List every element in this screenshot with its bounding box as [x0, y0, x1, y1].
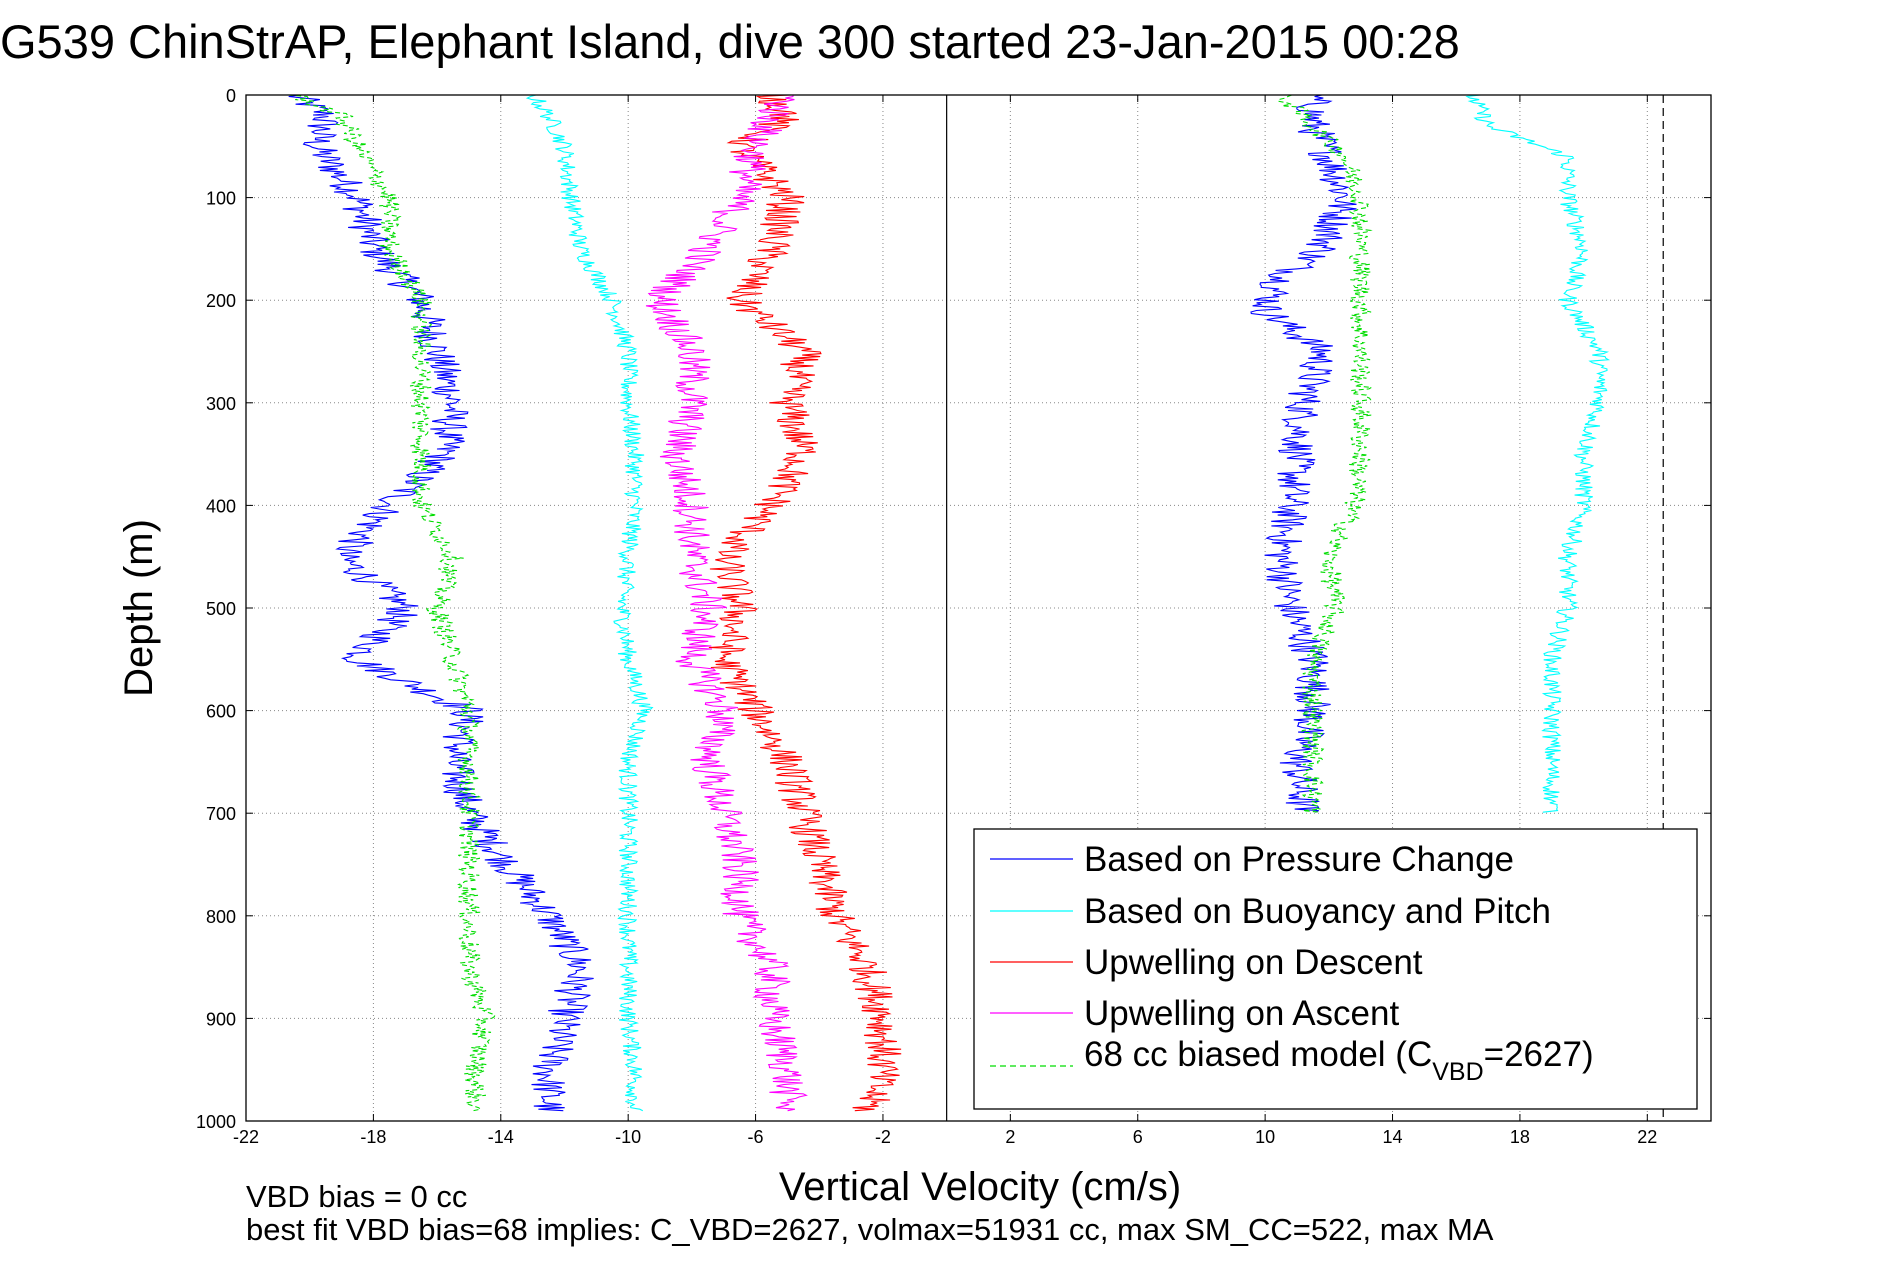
legend-label-buoyancy: Based on Buoyancy and Pitch [1084, 892, 1551, 931]
x-tick-label: -14 [488, 1127, 514, 1147]
y-tick-label: 500 [206, 599, 236, 619]
legend-label-biased-model-sub: VBD [1432, 1058, 1483, 1086]
series-line-4 [1465, 95, 1611, 813]
x-tick-label: -2 [875, 1127, 891, 1147]
series-line-3 [525, 95, 654, 1112]
series-line-6 [645, 95, 808, 1112]
legend-label-biased-model: 68 cc biased model (CVBD=2627) [1084, 1035, 1594, 1086]
x-tick-label: 10 [1255, 1127, 1275, 1147]
y-tick-label: 0 [226, 86, 236, 106]
legend-label-pressure: Based on Pressure Change [1084, 840, 1514, 879]
x-tick-label: 14 [1383, 1127, 1403, 1147]
x-tick-label: -22 [233, 1127, 259, 1147]
y-tick-label: 600 [206, 702, 236, 722]
grid [245, 94, 1711, 1122]
x-tick-label: 22 [1637, 1127, 1657, 1147]
y-tick-label: 100 [206, 189, 236, 209]
chart-title: G539 ChinStrAP, Elephant Island, dive 30… [0, 15, 1460, 68]
legend-label-upwelling-ascent: Upwelling on Ascent [1084, 994, 1399, 1033]
x-tick-label: -10 [615, 1127, 641, 1147]
y-tick-label: 400 [206, 496, 236, 516]
legend-label-biased-model-pre: 68 cc biased model (C [1084, 1035, 1432, 1074]
plot-frame [245, 94, 1712, 1122]
series-line-1 [288, 95, 594, 1112]
x-tick-labels: -22 -18 -14 -10 -6 -2 2 6 10 14 18 22 [233, 1127, 1657, 1147]
y-tick-label: 300 [206, 394, 236, 414]
y-tick-label: 200 [206, 291, 236, 311]
y-tick-label: 700 [206, 804, 236, 824]
series-line-8 [1277, 95, 1374, 813]
footer-line-1: VBD bias = 0 cc [246, 1179, 467, 1214]
series-line-2 [1250, 95, 1357, 813]
x-tick-label: -18 [360, 1127, 386, 1147]
legend-label-upwelling-descent: Upwelling on Descent [1084, 943, 1423, 982]
footer-line-2: best fit VBD bias=68 implies: C_VBD=2627… [246, 1212, 1494, 1247]
y-tick-label: 1000 [196, 1112, 236, 1132]
y-tick-labels: 0 100 200 300 400 500 600 700 800 900 1000 [196, 86, 236, 1132]
y-tick-label: 900 [206, 1009, 236, 1029]
x-tick-label: 18 [1510, 1127, 1530, 1147]
y-tick-label: 800 [206, 907, 236, 927]
legend-box [973, 828, 1698, 1110]
y-axis-label: Depth (m) [117, 519, 161, 697]
x-tick-label: -6 [748, 1127, 764, 1147]
x-tick-label: 6 [1133, 1127, 1143, 1147]
legend-label-biased-model-post: =2627) [1484, 1035, 1594, 1074]
series-line-5 [708, 95, 902, 1112]
reference-lines [946, 95, 1664, 1121]
legend: Based on Pressure Change Based on Buoyan… [973, 828, 1698, 1110]
series-line-7 [288, 95, 496, 1112]
x-axis-label: Vertical Velocity (cm/s) [779, 1165, 1181, 1209]
series-group [288, 95, 1611, 1112]
x-tick-label: 2 [1005, 1127, 1015, 1147]
